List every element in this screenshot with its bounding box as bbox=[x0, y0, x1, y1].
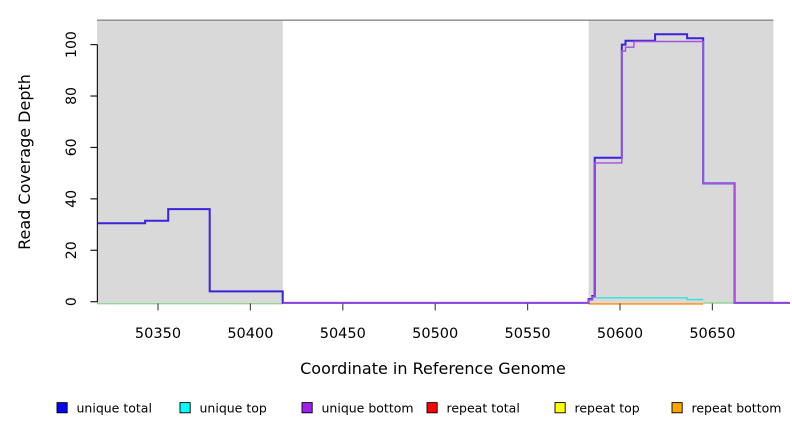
y-tick-label: 100 bbox=[64, 31, 80, 58]
legend-swatch-repeat-total bbox=[426, 402, 438, 414]
legend-item-repeat-total: repeat total bbox=[426, 400, 520, 415]
y-tick-label: 20 bbox=[64, 241, 80, 259]
x-tick-label: 50350 bbox=[135, 326, 181, 342]
chart-axes-layer: 0 20 40 60 80 100 50350 50400 50450 50500 50550 506… bbox=[64, 31, 735, 342]
y-tick-label: 80 bbox=[64, 87, 80, 105]
y-tick-label: 60 bbox=[64, 138, 80, 156]
legend-item-repeat-bottom: repeat bottom bbox=[671, 400, 782, 415]
legend-label: repeat top bbox=[575, 400, 640, 415]
y-tick-label: 0 bbox=[64, 297, 80, 306]
legend-label: repeat bottom bbox=[692, 400, 782, 415]
legend-swatch-unique-bottom bbox=[301, 402, 313, 414]
legend-item-unique-bottom: unique bottom bbox=[301, 400, 414, 415]
x-tick-label: 50500 bbox=[412, 326, 458, 342]
legend-label: repeat total bbox=[447, 400, 520, 415]
series-line-unique-top bbox=[594, 297, 704, 301]
legend-label: unique bottom bbox=[322, 400, 414, 415]
x-tick-label: 50550 bbox=[505, 326, 551, 342]
shaded-region-right bbox=[588, 20, 774, 303]
chart-series-layer bbox=[97, 33, 790, 305]
legend-swatch-repeat-bottom bbox=[671, 402, 683, 414]
legend-swatch-unique-total bbox=[56, 402, 68, 414]
x-tick-label: 50650 bbox=[689, 326, 735, 342]
legend-item-repeat-top: repeat top bbox=[554, 400, 640, 415]
y-tick-label: 40 bbox=[64, 190, 80, 208]
chart-background-layer bbox=[97, 19, 774, 303]
series-line-unique-bottom bbox=[282, 40, 790, 304]
legend-swatch-unique-top bbox=[179, 402, 191, 414]
legend-label: unique total bbox=[77, 400, 152, 415]
x-axis-title: Coordinate in Reference Genome bbox=[300, 359, 566, 378]
y-axis-title: Read Coverage Depth bbox=[15, 74, 34, 250]
legend-label: unique top bbox=[200, 400, 267, 415]
legend-item-unique-total: unique total bbox=[56, 400, 152, 415]
x-tick-label: 50450 bbox=[320, 326, 366, 342]
x-tick-label: 50400 bbox=[227, 326, 273, 342]
shaded-region-left bbox=[97, 20, 283, 303]
legend-swatch-repeat-top bbox=[554, 402, 566, 414]
chart-legend: unique total unique top unique bottom repea… bbox=[56, 400, 782, 415]
x-tick-label: 50600 bbox=[597, 326, 643, 342]
legend-item-unique-top: unique top bbox=[179, 400, 267, 415]
